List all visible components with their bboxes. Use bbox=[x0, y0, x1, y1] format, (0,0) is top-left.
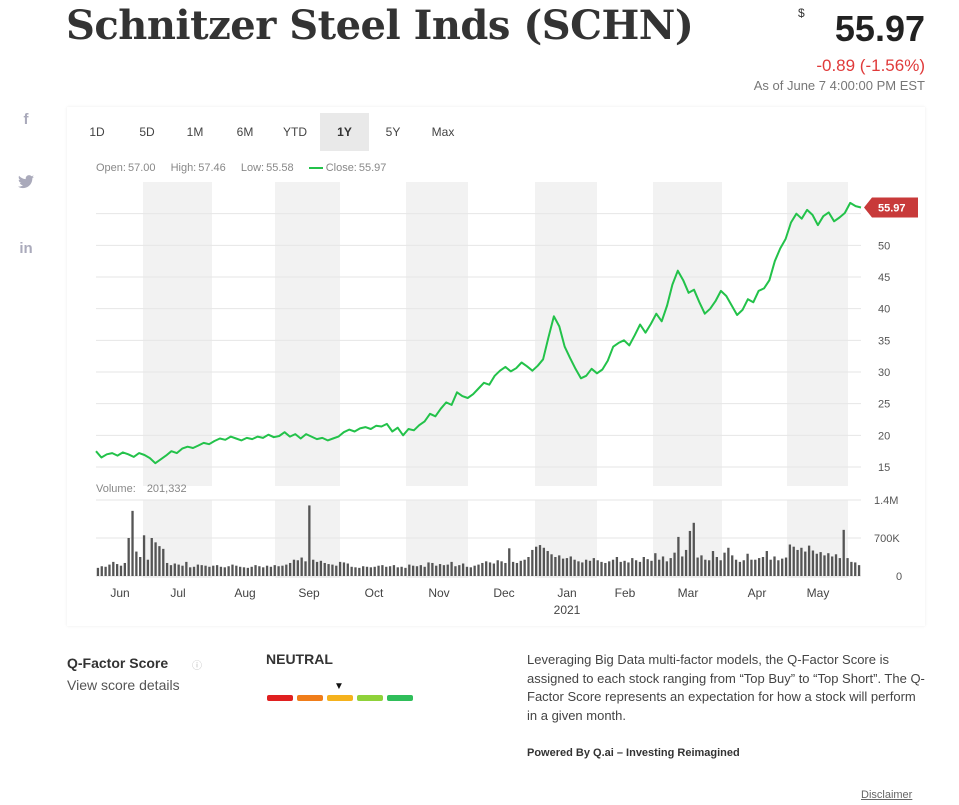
score-segment bbox=[297, 695, 323, 701]
current-price: 55.97 bbox=[834, 8, 925, 49]
high-label: High: bbox=[170, 162, 197, 174]
high-value: 57.46 bbox=[198, 162, 226, 174]
twitter-icon[interactable] bbox=[16, 175, 36, 193]
range-1y-button[interactable]: 1Y bbox=[320, 113, 369, 151]
chart-card bbox=[67, 107, 925, 626]
powered-by: Powered By Q.ai – Investing Reimagined bbox=[527, 747, 740, 759]
facebook-icon[interactable]: f bbox=[23, 111, 29, 128]
score-segment bbox=[267, 695, 293, 701]
info-icon[interactable]: ⓘ bbox=[192, 661, 202, 672]
view-score-details-link[interactable]: View score details bbox=[67, 677, 180, 693]
range-6m-button[interactable]: 6M bbox=[236, 125, 254, 139]
score-marker-icon: ▼ bbox=[334, 681, 344, 692]
price-timestamp: As of June 7 4:00:00 PM EST bbox=[753, 78, 925, 93]
low-value: 55.58 bbox=[266, 162, 294, 174]
range-5d-button[interactable]: 5D bbox=[139, 125, 155, 139]
range-max-button[interactable]: Max bbox=[431, 125, 455, 139]
price-change: -0.89 (-1.56%) bbox=[816, 56, 925, 75]
volume-label: Volume: bbox=[96, 483, 136, 495]
volume-value: 201,332 bbox=[146, 483, 187, 495]
range-1d-button[interactable]: 1D bbox=[89, 125, 105, 139]
range-5y-button[interactable]: 5Y bbox=[385, 125, 401, 139]
currency-symbol: $ bbox=[798, 6, 805, 20]
page-title: Schnitzer Steel Inds (SCHN) bbox=[66, 2, 694, 49]
disclaimer-link[interactable]: Disclaimer bbox=[861, 789, 913, 801]
linkedin-icon[interactable]: in bbox=[19, 240, 33, 257]
open-label: Open: bbox=[96, 162, 126, 174]
range-1m-button[interactable]: 1M bbox=[186, 125, 204, 139]
close-value: 55.97 bbox=[358, 162, 387, 174]
qfactor-description: Leveraging Big Data multi-factor models,… bbox=[527, 652, 925, 723]
qfactor-title: Q-Factor Score bbox=[67, 655, 169, 671]
low-label: Low: bbox=[240, 162, 265, 174]
volume-readout: Volume: 201,332 bbox=[96, 483, 187, 495]
score-segment bbox=[387, 695, 413, 701]
qfactor-rating: NEUTRAL bbox=[266, 651, 333, 667]
close-label: Close: bbox=[325, 162, 357, 174]
open-value: 57.00 bbox=[127, 162, 156, 174]
close-legend-line bbox=[308, 167, 323, 170]
ohlc-readout: Open: 57.00 High: 57.46 Low: 55.58 Close: 55… bbox=[96, 162, 398, 174]
score-segment bbox=[357, 695, 383, 701]
range-ytd-button[interactable]: YTD bbox=[283, 125, 307, 139]
score-segment bbox=[327, 695, 353, 701]
